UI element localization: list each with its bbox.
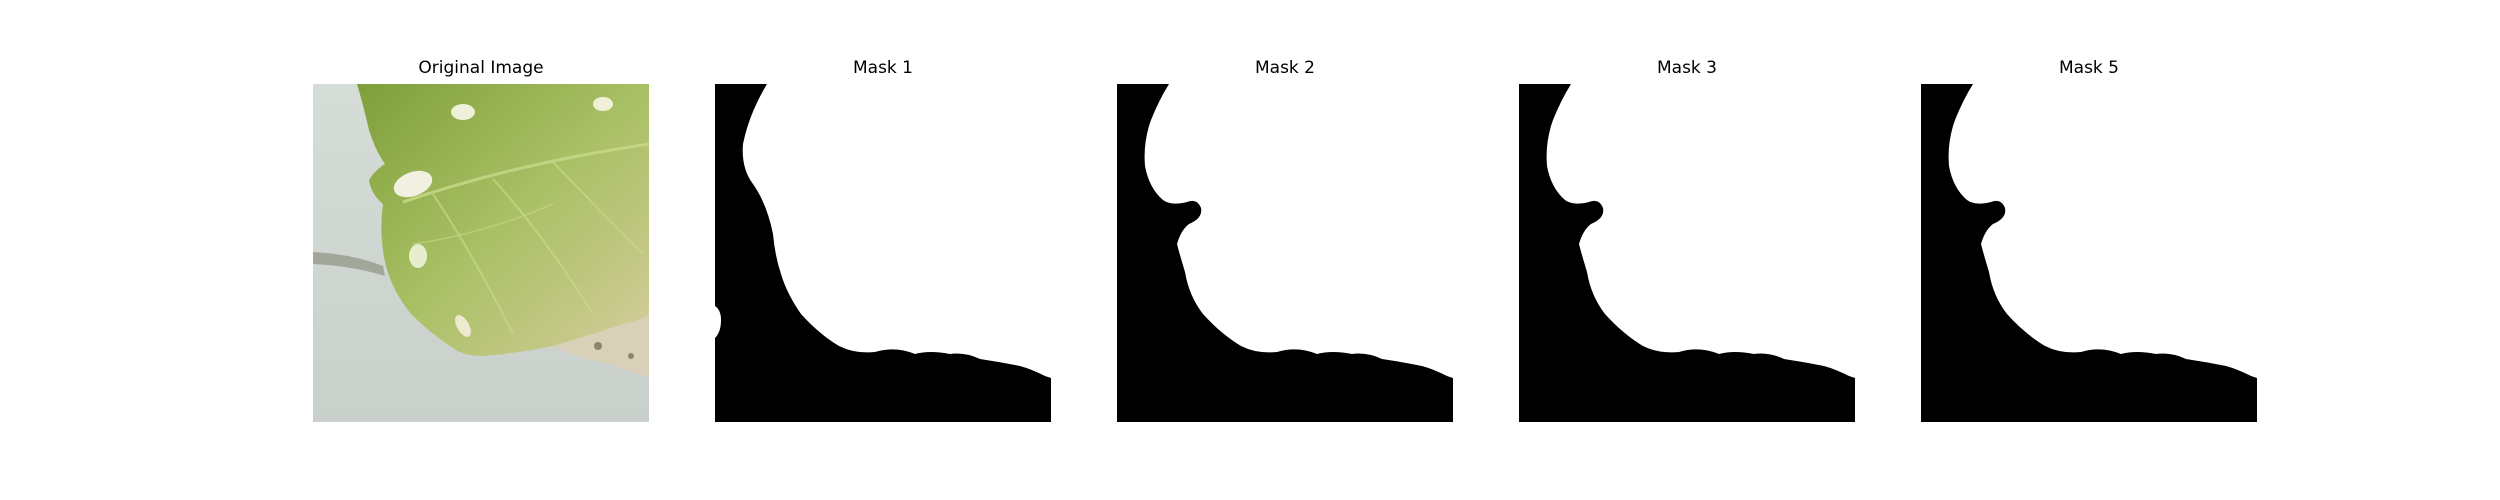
- mask-2-title: Mask 2: [1254, 58, 1315, 78]
- mask-3-image: [1519, 84, 1855, 422]
- mask-3-title: Mask 3: [1656, 58, 1717, 78]
- mask-5-image: [1921, 84, 2257, 422]
- original-image: [313, 84, 649, 422]
- mask-5-title: Mask 5: [2058, 58, 2119, 78]
- mask-1-image: [715, 84, 1051, 422]
- mask-2-image: [1117, 84, 1453, 422]
- mask-1-title: Mask 1: [852, 58, 913, 78]
- original-image-title: Original Image: [418, 58, 544, 78]
